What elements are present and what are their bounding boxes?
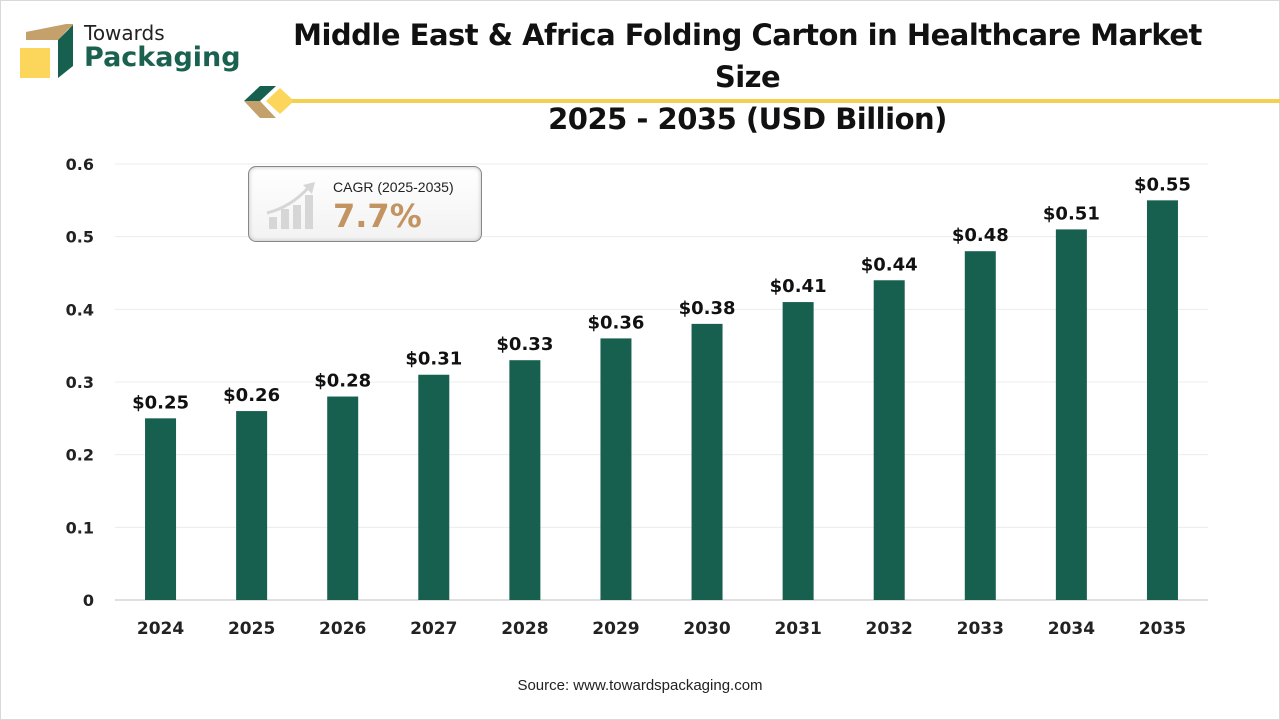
data-label: $0.38	[679, 298, 736, 319]
bar	[691, 323, 723, 600]
x-tick-label: 2026	[319, 619, 366, 639]
data-label: $0.28	[314, 371, 371, 392]
data-label: $0.36	[587, 312, 644, 333]
x-tick-label: 2029	[592, 619, 639, 639]
bar	[964, 251, 996, 600]
bar	[782, 302, 814, 600]
x-tick-label: 2032	[866, 619, 913, 639]
data-label: $0.33	[496, 334, 553, 355]
bar	[327, 396, 359, 600]
title-line-1: Middle East & Africa Folding Carton in H…	[293, 18, 1202, 94]
data-label: $0.25	[132, 392, 189, 413]
x-tick-label: 2035	[1139, 619, 1186, 639]
bar	[418, 374, 450, 600]
title-underline	[292, 99, 1280, 103]
y-tick-label: 0.3	[66, 373, 94, 392]
bar	[600, 338, 632, 600]
title-line-2: 2025 - 2035 (USD Billion)	[548, 102, 947, 136]
data-label: $0.48	[952, 225, 1009, 246]
logo-text-towards: Towards	[84, 21, 165, 45]
title-decoration-icon	[244, 86, 294, 118]
logo: Towards Packaging	[18, 21, 241, 82]
data-label: $0.41	[770, 276, 827, 297]
bar	[1146, 200, 1178, 601]
x-tick-label: 2025	[228, 619, 275, 639]
box-logo-icon	[20, 24, 73, 78]
growth-chart-icon	[266, 182, 315, 229]
data-label: $0.31	[405, 349, 462, 370]
y-tick-label: 0.1	[66, 518, 94, 537]
x-tick-label: 2030	[683, 619, 730, 639]
y-tick-label: 0.4	[66, 300, 94, 319]
x-tick-label: 2024	[137, 619, 184, 639]
bar	[873, 280, 905, 600]
x-tick-label: 2034	[1048, 619, 1095, 639]
bar	[145, 418, 177, 600]
bar	[236, 411, 268, 600]
chart-title: Middle East & Africa Folding Carton in H…	[290, 14, 1205, 140]
source-text: Source: www.towardspackaging.com	[517, 677, 763, 694]
y-tick-label: 0.2	[66, 446, 94, 465]
cagr-label: CAGR (2025-2035)	[333, 179, 454, 195]
data-label: $0.44	[861, 254, 918, 275]
data-label: $0.55	[1134, 174, 1191, 195]
bar	[1055, 229, 1087, 600]
cagr-value: 7.7%	[333, 197, 422, 235]
y-tick-label: 0.6	[66, 155, 94, 174]
y-tick-label: 0.5	[66, 228, 94, 247]
logo-text-packaging: Packaging	[84, 42, 241, 73]
data-label: $0.51	[1043, 203, 1100, 224]
bar	[509, 360, 541, 600]
x-tick-label: 2027	[410, 619, 457, 639]
y-tick-label: 0	[83, 591, 94, 610]
x-tick-label: 2031	[774, 619, 821, 639]
x-tick-label: 2033	[957, 619, 1004, 639]
x-tick-label: 2028	[501, 619, 548, 639]
data-label: $0.26	[223, 385, 280, 406]
cagr-box: CAGR (2025-2035) 7.7%	[248, 166, 482, 242]
